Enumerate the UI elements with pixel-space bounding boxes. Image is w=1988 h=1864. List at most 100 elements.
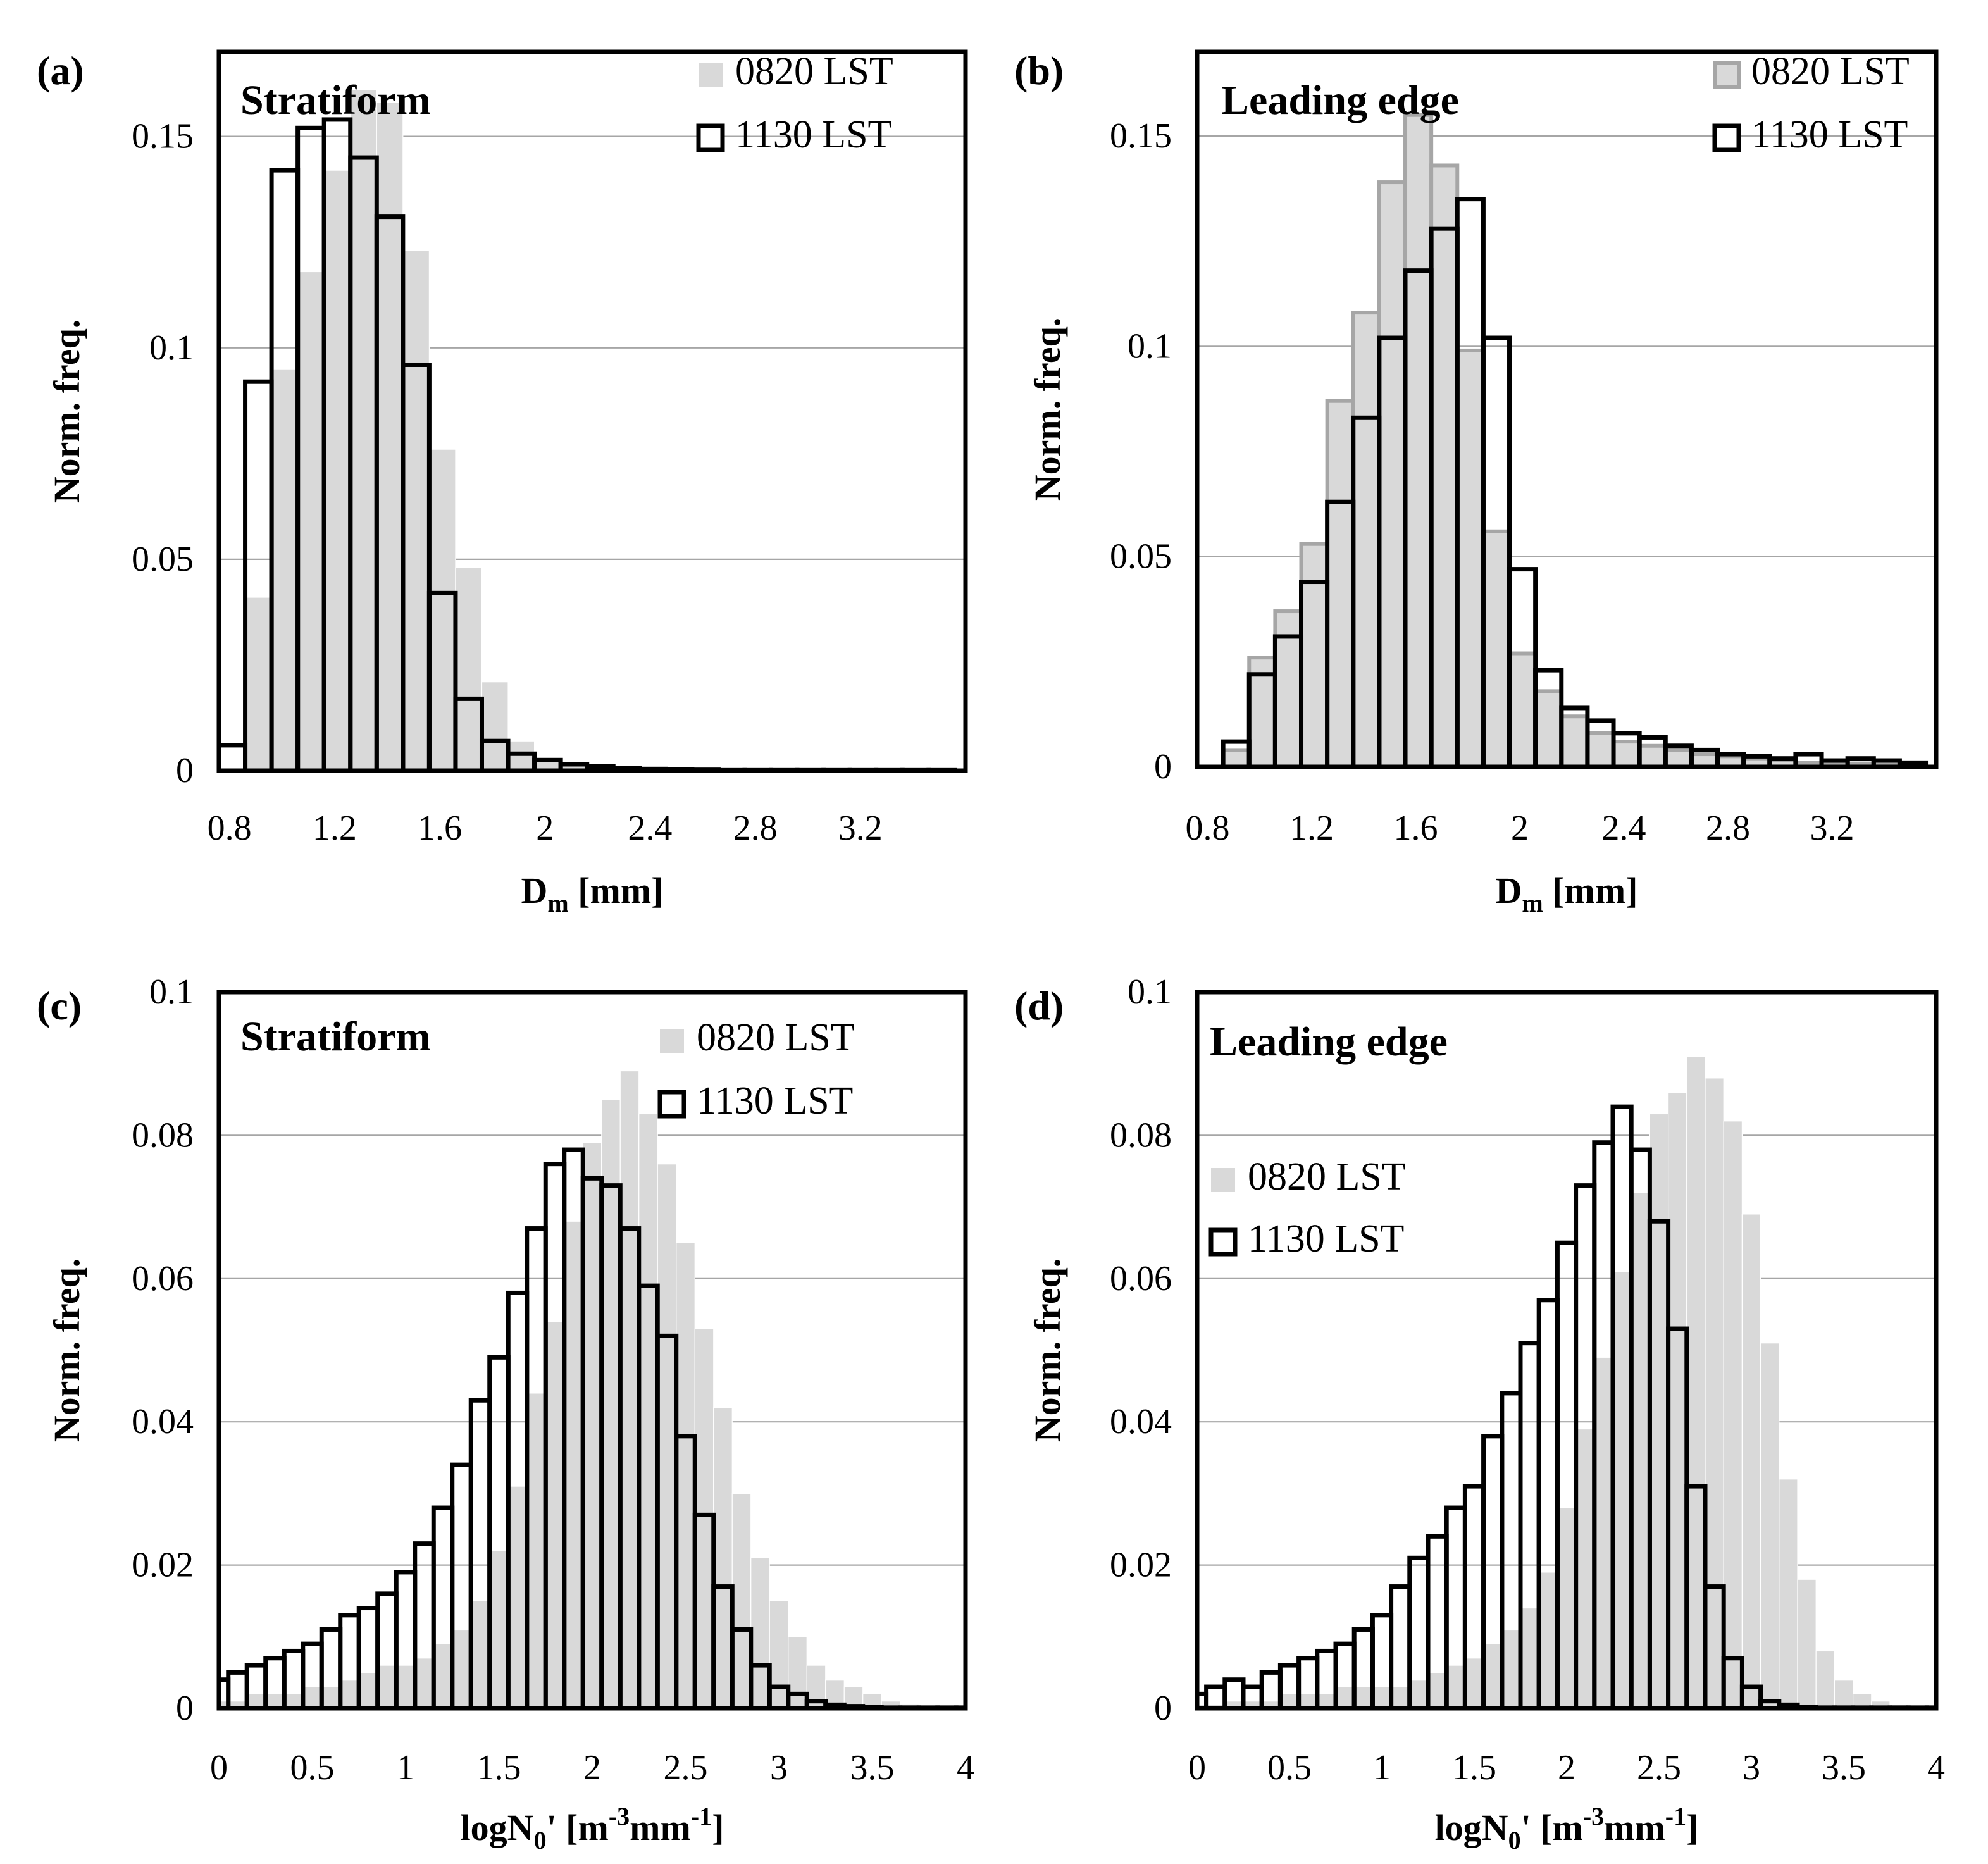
series-0820-lst <box>1197 1056 1936 1708</box>
bar <box>1703 1584 1726 1708</box>
chart-panel-d: 0 0.02 0.04 0.06 0.08 0.1 0 0.5 1 1.5 2 2.5 3 3.5 4 (d)… <box>1014 972 1945 1855</box>
x-tick-label: 1.6 <box>418 809 462 848</box>
bar <box>395 1665 416 1708</box>
legend-swatch <box>1712 123 1741 152</box>
y-tick-label: 0.04 <box>132 1402 194 1441</box>
bar <box>1668 1091 1687 1708</box>
y-axis-title: Norm. freq. <box>1027 1258 1068 1442</box>
bar <box>376 102 404 771</box>
chart-panel-b: 0 0.05 0.1 0.15 0.8 1.2 1.6 2 2.4 2.8 3.2 (b) Leadin… <box>1014 48 1939 917</box>
bar <box>526 1393 546 1708</box>
bar <box>350 89 377 771</box>
x-tick-label: 3 <box>770 1748 788 1787</box>
bar <box>750 1557 770 1708</box>
bar <box>302 1686 322 1708</box>
bar <box>1779 1479 1798 1708</box>
bar <box>321 1686 341 1708</box>
bar <box>1335 1686 1355 1708</box>
bars <box>1197 1056 1936 1708</box>
bar <box>1594 1357 1613 1708</box>
legend: 0820 LST 1130 LST <box>1712 50 1910 156</box>
x-axis-title: logN0' [m-3mm-1] <box>461 1802 724 1855</box>
legend-swatch <box>1713 61 1741 89</box>
panel-title: Leading edge <box>1221 77 1459 123</box>
legend-label: 1130 LST <box>735 113 891 156</box>
bar <box>1556 1507 1577 1708</box>
legend-label: 0820 LST <box>735 50 893 93</box>
bar <box>244 597 272 771</box>
series-1130-lst <box>1197 1104 1936 1708</box>
bar <box>1299 542 1329 767</box>
x-tick-label: 2 <box>583 1748 601 1787</box>
bar <box>619 1070 640 1708</box>
panel-title: Stratiform <box>240 1014 431 1060</box>
bar <box>401 362 432 771</box>
legend-swatch <box>1208 1227 1238 1257</box>
bar <box>489 1550 509 1708</box>
bar <box>1705 1078 1724 1708</box>
series-0820-lst <box>219 1070 966 1708</box>
bars <box>219 1070 966 1708</box>
bar <box>1612 1271 1632 1708</box>
x-tick-label: 3 <box>1743 1748 1760 1787</box>
x-tick-label: 2.8 <box>1706 809 1750 848</box>
bar <box>1575 1428 1595 1708</box>
x-tick-label: 2.8 <box>733 809 778 848</box>
bar <box>1741 1214 1761 1708</box>
bar <box>1391 1686 1410 1708</box>
bars <box>1221 113 1929 767</box>
bar <box>657 1164 677 1708</box>
panel-label: (d) <box>1014 983 1064 1028</box>
bar <box>358 1672 378 1708</box>
panel-label: (a) <box>37 48 84 93</box>
bar <box>377 1665 397 1708</box>
bar <box>1353 1686 1373 1708</box>
x-tick-label: 0 <box>1188 1748 1206 1787</box>
bar <box>1221 748 1252 767</box>
y-tick-label: 0.1 <box>149 328 194 368</box>
x-axis-title: Dm [mm] <box>1496 870 1638 917</box>
bar <box>1649 1113 1669 1708</box>
y-tick-label: 0.05 <box>132 540 194 579</box>
x-tick-label: 3.2 <box>838 809 883 848</box>
x-tick-label: 1.5 <box>477 1748 521 1787</box>
bar <box>1464 1658 1484 1708</box>
bar <box>1760 1343 1780 1708</box>
bar <box>1325 399 1355 767</box>
bar <box>507 1486 528 1708</box>
x-tick-label: 0 <box>210 1748 228 1787</box>
legend-label: 0820 LST <box>697 1016 855 1059</box>
y-tick-label: 0.06 <box>1110 1259 1172 1298</box>
bar <box>1637 743 1668 767</box>
legend-swatch <box>657 1090 686 1119</box>
x-tick-label: 3.2 <box>1810 809 1854 848</box>
bar <box>1538 1572 1558 1708</box>
x-axis-title: logN0' [m-3mm-1] <box>1435 1802 1699 1855</box>
bar <box>1559 714 1589 767</box>
bar <box>1483 1643 1503 1708</box>
bar <box>340 1679 359 1708</box>
y-tick-label: 0.1 <box>1128 972 1172 1012</box>
x-tick-label: 0.5 <box>1267 1748 1312 1787</box>
bar <box>1612 740 1642 767</box>
x-tick-label: 3.5 <box>850 1748 895 1787</box>
y-tick-label: 0.1 <box>1128 326 1172 366</box>
bar <box>1429 163 1460 767</box>
y-tick-label: 0.06 <box>132 1259 194 1298</box>
x-tick-label: 1.6 <box>1393 809 1438 848</box>
x-tick-label: 2 <box>1558 1748 1575 1787</box>
bar <box>1663 748 1694 767</box>
legend-label: 0820 LST <box>1751 50 1910 93</box>
panel-label: (c) <box>37 983 82 1028</box>
bar <box>1533 689 1563 767</box>
y-axis-title: Norm. freq. <box>46 1258 87 1442</box>
panel-title: Stratiform <box>240 77 431 123</box>
bar <box>676 1242 695 1708</box>
legend-label: 1130 LST <box>697 1079 853 1122</box>
bar <box>1723 1121 1743 1708</box>
bar <box>1351 311 1381 767</box>
x-tick-label: 2.5 <box>664 1748 708 1787</box>
plot-frame <box>1195 49 1939 769</box>
bar <box>433 1643 453 1708</box>
bar <box>1377 180 1408 767</box>
